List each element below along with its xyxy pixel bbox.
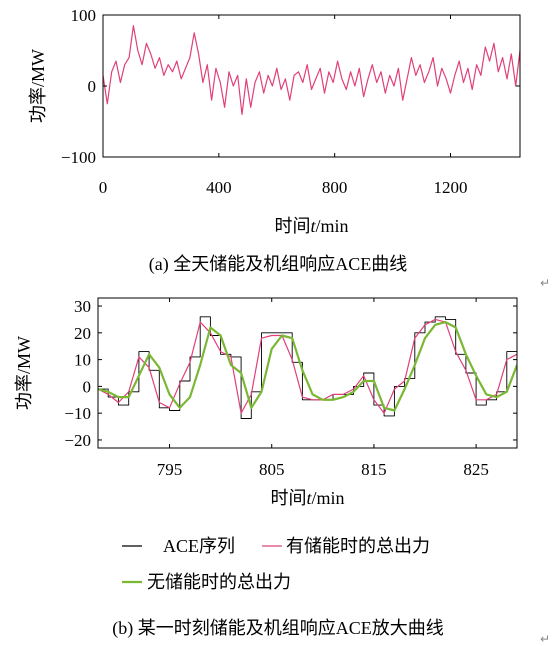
x-tick-label-a-0: 0 [99, 178, 108, 197]
y-tick-label-a-0: 100 [71, 6, 97, 25]
y-tick-label-b-5: −20 [64, 431, 91, 450]
plot-area-a [103, 25, 520, 115]
chart-caption-a: (a) 全天储能及机组响应ACE曲线 [149, 254, 407, 275]
series-line-b-1 [98, 318, 517, 414]
legend-label-1: 有储能时的总出力 [286, 536, 430, 556]
x-tick-label-a-3: 1200 [434, 178, 468, 197]
y-tick-label-b-0: 30 [74, 297, 91, 316]
y-axis-label-a: 功率/MW [28, 49, 48, 123]
y-tick-label-b-3: 0 [83, 377, 92, 396]
plot-area-b [98, 316, 517, 419]
x-tick-label-b-2: 815 [361, 460, 387, 479]
y-tick-label-b-4: −10 [64, 404, 91, 423]
plot-frame-b [97, 297, 518, 449]
y-axis-label-b: 功率/MW [14, 336, 34, 410]
y-tick-label-a-2: −100 [61, 148, 96, 167]
series-line-b-0 [98, 316, 517, 419]
x-tick-label-b-0: 795 [157, 460, 183, 479]
y-tick-label-b-2: 10 [74, 351, 91, 370]
y-tick-label-a-1: 0 [88, 77, 97, 96]
y-tick-label-b-1: 20 [74, 324, 91, 343]
x-axis-label-b: 时间t/min [270, 488, 344, 508]
x-axis-label-a: 时间t/min [274, 216, 348, 236]
x-tick-label-a-1: 400 [206, 178, 232, 197]
x-tick-label-b-3: 825 [463, 460, 489, 479]
series-line-a-0 [103, 25, 520, 115]
return-mark-a: ↵ [540, 276, 551, 290]
x-tick-label-b-1: 805 [259, 460, 285, 479]
series-line-b-2 [98, 321, 517, 412]
chart-caption-b: (b) 某一时刻储能及机组响应ACE放大曲线 [112, 618, 444, 639]
legend-label-0: ACE序列 [163, 536, 235, 556]
legend-label-2: 无储能时的总出力 [147, 572, 291, 592]
return-mark-b: ↵ [540, 632, 551, 646]
x-tick-label-a-2: 800 [322, 178, 348, 197]
